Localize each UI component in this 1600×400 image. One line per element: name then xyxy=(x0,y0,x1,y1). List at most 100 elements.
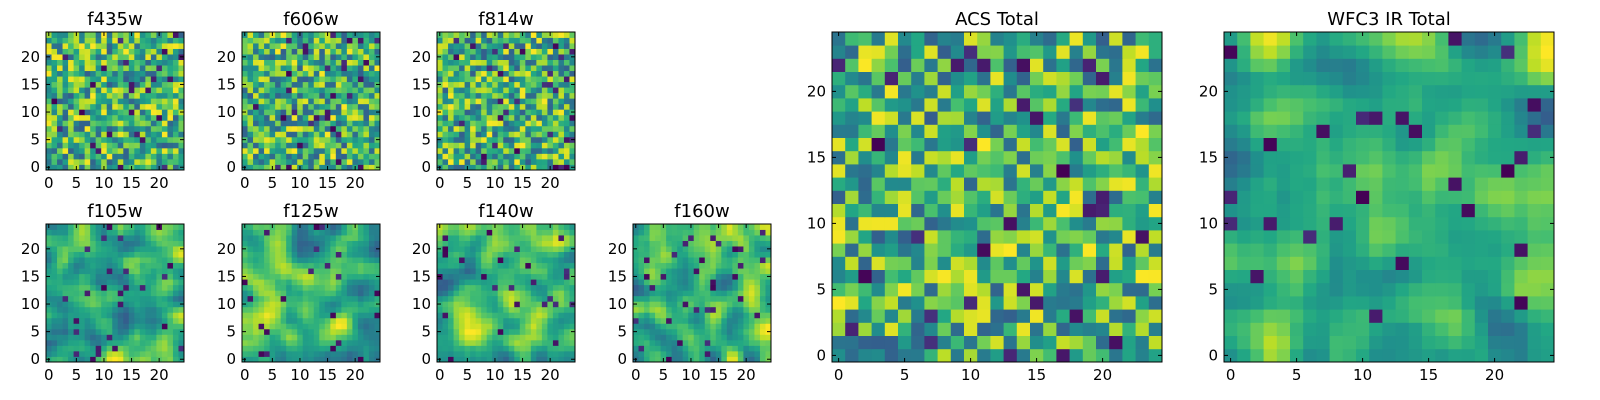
heatmap-cell xyxy=(569,240,576,247)
heatmap-cell xyxy=(519,323,526,330)
heatmap-cell xyxy=(459,284,465,291)
heatmap-cell xyxy=(264,76,270,83)
heatmap-cell xyxy=(492,158,499,165)
heatmap-cell xyxy=(644,306,650,313)
heatmap-cell xyxy=(330,109,337,116)
heatmap-cell xyxy=(68,224,74,230)
heatmap-cell xyxy=(319,131,326,138)
heatmap-cell xyxy=(503,131,510,138)
heatmap-cell xyxy=(330,59,337,66)
heatmap-cell xyxy=(79,317,86,324)
heatmap-cell xyxy=(633,306,639,313)
heatmap-cell xyxy=(46,229,52,236)
heatmap-cell xyxy=(486,317,493,324)
heatmap-cell xyxy=(563,246,570,252)
heatmap-cell xyxy=(363,268,370,275)
heatmap-cell xyxy=(269,103,276,110)
heatmap-cell xyxy=(95,92,102,99)
heatmap-cell xyxy=(117,125,124,132)
heatmap-cell xyxy=(448,345,454,352)
heatmap-cell xyxy=(134,153,141,160)
heatmap-cell xyxy=(172,251,179,258)
heatmap-cell xyxy=(1096,348,1110,363)
heatmap-cell xyxy=(497,301,504,308)
heatmap-cell xyxy=(563,345,570,352)
heatmap-cell xyxy=(46,284,52,291)
heatmap-cell xyxy=(497,158,504,165)
heatmap-cell xyxy=(247,153,254,160)
heatmap-cell xyxy=(732,312,739,319)
heatmap-cell xyxy=(1016,203,1031,218)
heatmap-cell xyxy=(79,147,86,154)
heatmap-cell xyxy=(258,323,265,330)
heatmap-cell xyxy=(275,136,282,143)
heatmap-cell xyxy=(558,65,565,72)
heatmap-cell xyxy=(134,224,141,230)
heatmap-cell xyxy=(57,301,63,308)
heatmap-cell xyxy=(514,76,521,83)
heatmap-cell xyxy=(324,345,331,352)
heatmap-cell xyxy=(79,273,86,280)
heatmap-cell xyxy=(525,32,532,38)
heatmap-cell xyxy=(57,32,63,38)
heatmap-cell xyxy=(335,350,342,357)
heatmap-cell xyxy=(514,87,521,94)
heatmap-cell xyxy=(732,257,739,264)
heatmap-cell xyxy=(79,32,86,38)
heatmap-cell xyxy=(558,268,565,275)
heatmap-cell xyxy=(832,282,846,297)
heatmap-cell xyxy=(514,312,521,319)
heatmap-cell xyxy=(732,295,739,302)
heatmap-cell xyxy=(459,235,465,241)
heatmap-cell xyxy=(898,216,912,231)
heatmap-cell xyxy=(291,125,298,132)
heatmap-cell xyxy=(161,70,168,77)
heatmap-cell xyxy=(308,345,315,352)
y-tick-label: 15 xyxy=(412,75,431,93)
heatmap-cell xyxy=(464,306,471,313)
heatmap-cell xyxy=(475,328,482,335)
heatmap-cell xyxy=(128,295,135,302)
heatmap-cell xyxy=(832,150,846,165)
heatmap-cell xyxy=(649,345,656,352)
heatmap-cell xyxy=(486,54,493,60)
heatmap-cell xyxy=(106,164,113,171)
heatmap-cell xyxy=(737,262,744,269)
heatmap-cell xyxy=(459,98,465,105)
heatmap-cell xyxy=(247,284,254,291)
heatmap-cell xyxy=(313,76,320,83)
heatmap-cell xyxy=(319,257,326,264)
heatmap-cell xyxy=(536,246,543,252)
heatmap-cell xyxy=(68,103,74,110)
heatmap-cell xyxy=(759,328,766,335)
heatmap-cell xyxy=(693,334,700,341)
heatmap-cell xyxy=(497,92,504,99)
heatmap-cell xyxy=(754,345,761,352)
heatmap-cell xyxy=(710,295,717,302)
heatmap-cell xyxy=(481,290,488,297)
heatmap-cell xyxy=(161,317,168,324)
heatmap-cell xyxy=(884,230,899,244)
heatmap-cell xyxy=(112,103,119,110)
heatmap-cell xyxy=(90,240,97,247)
heatmap-cell xyxy=(721,350,728,357)
heatmap-cell xyxy=(732,235,739,241)
heatmap-cell xyxy=(117,37,124,44)
heatmap-cell xyxy=(112,147,119,154)
heatmap-cell xyxy=(123,48,130,55)
heatmap-cell xyxy=(693,262,700,269)
heatmap-cell xyxy=(302,92,309,99)
heatmap-cell xyxy=(247,262,254,269)
heatmap-cell xyxy=(90,284,97,291)
heatmap-cell xyxy=(368,257,375,264)
heatmap-cell xyxy=(324,328,331,335)
heatmap-cell xyxy=(638,339,645,346)
heatmap-cell xyxy=(161,164,168,171)
heatmap-cell xyxy=(448,356,454,363)
heatmap-cell xyxy=(563,103,570,110)
heatmap-cell xyxy=(1003,269,1018,284)
heatmap-cell xyxy=(46,334,52,341)
heatmap-cell xyxy=(84,246,91,252)
heatmap-cell xyxy=(547,339,554,346)
